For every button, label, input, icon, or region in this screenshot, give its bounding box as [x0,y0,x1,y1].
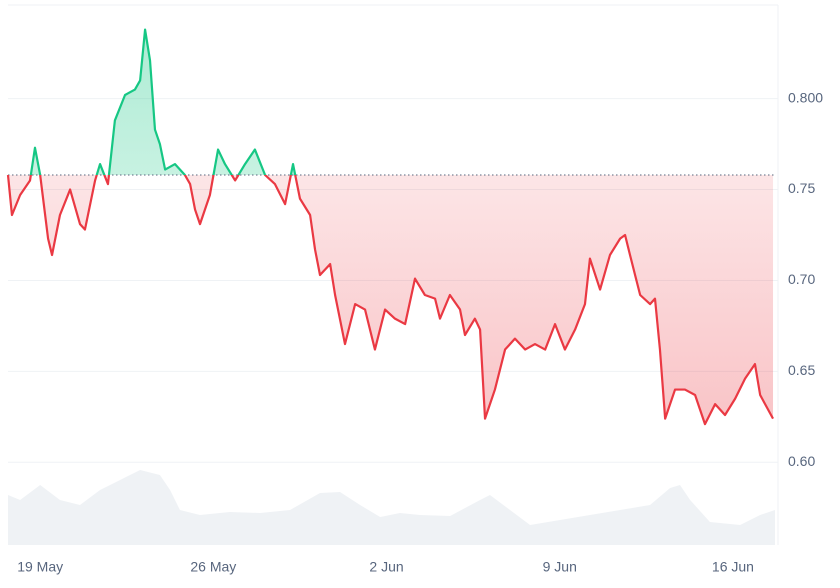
x-tick-label: 9 Jun [543,559,577,575]
price-line-up [8,28,297,175]
x-tick-label: 26 May [190,559,236,575]
x-tick-label: 16 Jun [712,559,754,575]
y-tick-label: 0.75 [788,180,815,196]
volume-area [8,470,775,545]
y-tick-label: 0.65 [788,362,815,378]
area-down [8,175,774,425]
y-tick-label: 0.60 [788,453,815,469]
x-tick-label: 2 Jun [369,559,403,575]
y-tick-label: 0.800 [788,89,823,105]
x-tick-label: 19 May [17,559,63,575]
price-line-down [6,175,774,426]
y-tick-label: 0.70 [788,271,815,287]
